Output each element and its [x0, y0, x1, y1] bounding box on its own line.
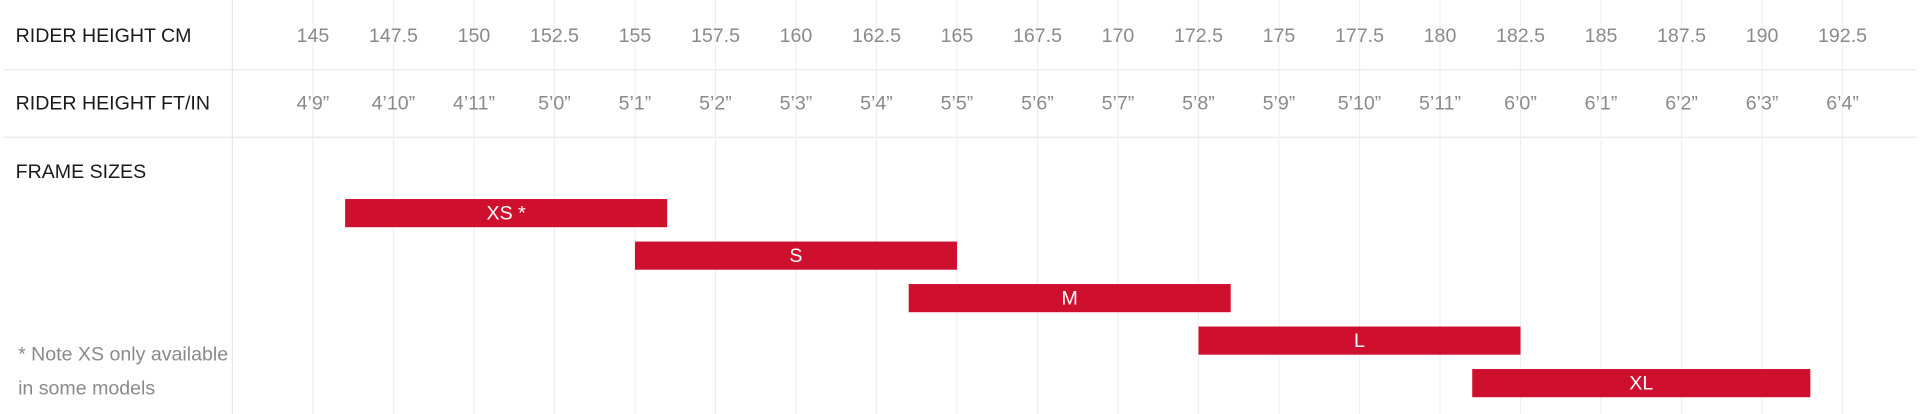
x-tick-label: 177.5: [1335, 25, 1384, 47]
size-label: XS *: [487, 203, 527, 225]
x2-tick-label: 5’0”: [538, 92, 571, 114]
x2-tick-label: 6’2”: [1665, 92, 1698, 114]
x2-tick-label: 5’10”: [1338, 92, 1382, 114]
x-tick-label: 170: [1102, 25, 1135, 47]
row-label: FRAME SIZES: [16, 161, 147, 183]
x-tick-label: 175: [1263, 25, 1296, 47]
x2-tick-label: 5’7”: [1102, 92, 1135, 114]
x-tick-label: 165: [941, 25, 974, 47]
note: in some models: [18, 378, 155, 400]
size-label: S: [789, 245, 802, 267]
x2-tick-label: 5’5”: [941, 92, 974, 114]
size-bar: [908, 284, 1231, 313]
x-tick-label: 185: [1585, 25, 1618, 47]
x2-tick-label: 5’9”: [1263, 92, 1296, 114]
x-tick-label: 172.5: [1174, 25, 1223, 47]
size-label: M: [1062, 288, 1078, 310]
size-bar: [345, 199, 668, 228]
x2-tick-label: 6’1”: [1585, 92, 1618, 114]
x2-tick-label: 5’11”: [1419, 92, 1461, 114]
note: * Note XS only available: [18, 343, 228, 365]
x-tick-label: 192.5: [1818, 25, 1867, 47]
x2-tick-label: 5’8”: [1182, 92, 1215, 114]
size-label: L: [1354, 330, 1365, 352]
x-tick-label: 190: [1746, 25, 1779, 47]
size-bar: [1472, 369, 1811, 398]
x-tick-label: 182.5: [1496, 25, 1545, 47]
x2-tick-label: 4’11”: [453, 92, 495, 114]
row-label: RIDER HEIGHT CM: [16, 25, 192, 47]
size-bar: [1198, 326, 1521, 355]
x-tick-label: 162.5: [852, 25, 901, 47]
x2-tick-label: 6’3”: [1746, 92, 1779, 114]
x-tick-label: 157.5: [691, 25, 740, 47]
size-label: XL: [1629, 373, 1653, 395]
size-bar: [634, 241, 957, 270]
x-tick-label: 180: [1424, 25, 1457, 47]
x2-tick-label: 5’2”: [699, 92, 732, 114]
x2-tick-label: 5’1”: [619, 92, 652, 114]
x-tick-label: 155: [619, 25, 652, 47]
x2-tick-label: 4’10”: [372, 92, 416, 114]
x2-tick-label: 5’6”: [1021, 92, 1054, 114]
x2-tick-label: 6’4”: [1826, 92, 1859, 114]
x2-tick-label: 5’3”: [780, 92, 813, 114]
grid: [312, 0, 1844, 414]
x-tick-label: 147.5: [369, 25, 418, 47]
x-tick-label: 150: [458, 25, 491, 47]
x-tick-label: 152.5: [530, 25, 579, 47]
x-tick-label: 160: [780, 25, 813, 47]
x2-tick-label: 5’4”: [860, 92, 893, 114]
x-tick-label: 187.5: [1657, 25, 1706, 47]
x2-tick-label: 4’9”: [297, 92, 330, 114]
x2-tick-label: 6’0”: [1504, 92, 1537, 114]
x-tick-label: 145: [297, 25, 330, 47]
x-tick-label: 167.5: [1013, 25, 1062, 47]
row-label: RIDER HEIGHT FT/IN: [16, 92, 210, 114]
